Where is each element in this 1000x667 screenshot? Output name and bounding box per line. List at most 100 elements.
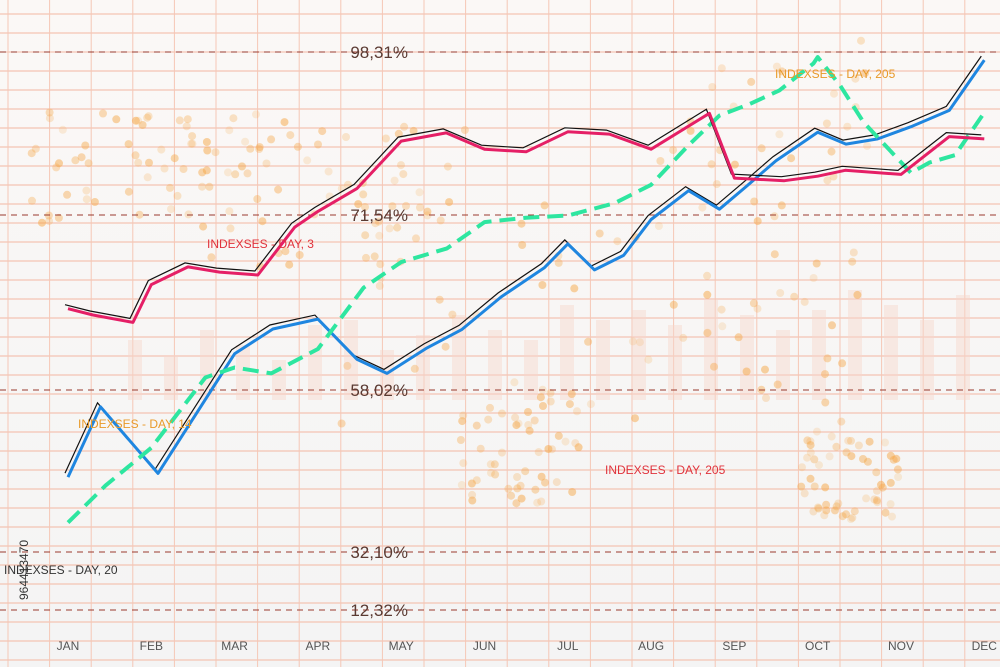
background-dot bbox=[574, 443, 583, 452]
annotation-label: INDEXSES - DAY, 205 bbox=[775, 67, 896, 81]
background-dot bbox=[423, 207, 432, 216]
background-decoration bbox=[27, 36, 970, 523]
background-dot bbox=[761, 365, 769, 374]
background-dot bbox=[400, 122, 409, 131]
background-dot bbox=[718, 322, 727, 331]
background-dot bbox=[814, 503, 822, 512]
background-dot bbox=[872, 468, 881, 477]
background-dot bbox=[822, 500, 831, 509]
background-dot bbox=[370, 252, 379, 261]
background-dot bbox=[460, 126, 469, 134]
side-text: 964413470 bbox=[17, 540, 31, 600]
background-dot bbox=[717, 305, 726, 314]
background-dot bbox=[654, 222, 663, 230]
background-dot bbox=[753, 217, 762, 226]
background-dot bbox=[486, 403, 494, 412]
background-bar bbox=[920, 320, 934, 400]
background-bar bbox=[308, 325, 322, 400]
background-dot bbox=[459, 459, 468, 468]
background-dot bbox=[703, 290, 712, 299]
background-dot bbox=[822, 119, 831, 128]
background-dot bbox=[825, 452, 834, 461]
background-dot bbox=[71, 156, 80, 165]
background-dot bbox=[777, 201, 786, 210]
background-dot bbox=[815, 461, 823, 470]
background-dot bbox=[842, 510, 850, 519]
background-dot bbox=[533, 498, 542, 507]
background-dot bbox=[851, 74, 860, 83]
background-dot bbox=[862, 494, 871, 503]
background-dot bbox=[798, 463, 806, 472]
background-dot bbox=[806, 448, 815, 457]
background-dot bbox=[131, 151, 140, 160]
background-dot bbox=[170, 154, 179, 163]
background-dot bbox=[90, 198, 99, 206]
background-dot bbox=[441, 342, 450, 351]
percent-level-label: 71,54% bbox=[350, 206, 408, 225]
background-dot bbox=[362, 253, 370, 262]
background-dot bbox=[552, 478, 561, 487]
background-dot bbox=[144, 112, 153, 121]
x-tick-label: APR bbox=[306, 639, 331, 653]
background-dot bbox=[812, 259, 821, 268]
background-dot bbox=[77, 153, 86, 162]
background-dot bbox=[224, 168, 232, 177]
background-bar bbox=[236, 345, 250, 400]
background-dot bbox=[512, 421, 521, 430]
background-dot bbox=[27, 149, 36, 158]
background-dot bbox=[175, 116, 184, 125]
background-dot bbox=[412, 234, 420, 243]
background-dot bbox=[436, 216, 445, 225]
background-dot bbox=[531, 485, 540, 494]
background-dot bbox=[143, 113, 152, 122]
background-dot bbox=[84, 159, 93, 168]
background-dot bbox=[394, 129, 403, 138]
background-dot bbox=[521, 467, 530, 476]
background-dot bbox=[703, 271, 712, 280]
background-dot bbox=[595, 229, 604, 238]
background-dot bbox=[456, 436, 465, 444]
background-dot bbox=[423, 211, 432, 220]
background-dot bbox=[399, 170, 408, 179]
background-dot bbox=[881, 508, 890, 517]
background-dot bbox=[45, 108, 54, 117]
series-shadow-line bbox=[64, 108, 982, 320]
background-dot bbox=[157, 145, 166, 154]
background-dot bbox=[847, 436, 855, 445]
background-dot bbox=[853, 290, 862, 299]
background-dot bbox=[524, 408, 532, 416]
background-dot bbox=[202, 138, 211, 146]
background-dot bbox=[832, 442, 841, 451]
background-dot bbox=[285, 260, 294, 269]
background-dot bbox=[757, 144, 766, 153]
background-dot bbox=[554, 431, 563, 440]
background-dot bbox=[863, 141, 872, 150]
background-dot bbox=[274, 185, 283, 194]
percent-levels: 98,31% 71,54% 58,02% 32,10% 12,32% bbox=[0, 43, 1000, 620]
series-line-dashed bbox=[66, 55, 986, 525]
background-dot bbox=[565, 400, 574, 409]
background-dot bbox=[342, 133, 350, 141]
background-dot bbox=[490, 460, 499, 469]
background-bar bbox=[128, 340, 142, 400]
x-tick-label: FEB bbox=[140, 639, 163, 653]
background-dot bbox=[468, 490, 477, 499]
background-bar bbox=[560, 305, 574, 400]
background-dot bbox=[534, 448, 543, 457]
background-dot bbox=[810, 482, 819, 491]
background-dot bbox=[544, 445, 553, 453]
background-dot bbox=[823, 176, 832, 185]
x-tick-label: MAY bbox=[389, 639, 414, 653]
background-dot bbox=[703, 328, 712, 337]
series-lines bbox=[64, 55, 986, 525]
background-dot bbox=[541, 478, 549, 487]
background-dot bbox=[253, 195, 262, 203]
background-dot bbox=[281, 247, 290, 256]
background-dot bbox=[750, 197, 759, 206]
background-dot bbox=[584, 337, 593, 346]
background-dot bbox=[238, 162, 247, 171]
background-dot bbox=[188, 132, 197, 141]
percent-level-label: 58,02% bbox=[350, 381, 408, 400]
background-bar bbox=[452, 315, 466, 400]
